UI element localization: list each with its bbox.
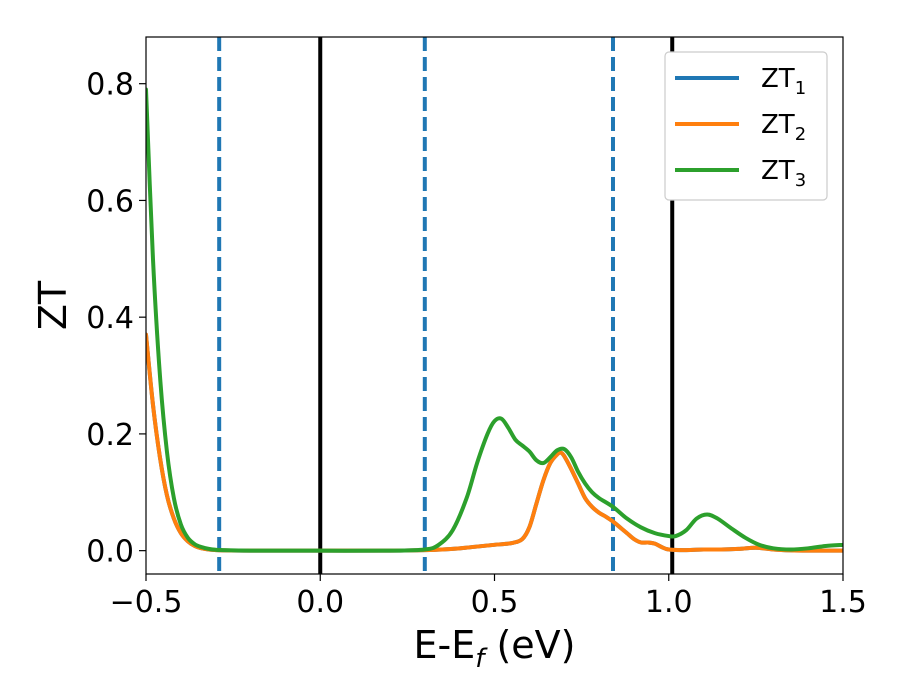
x-tick-label: 0.0 xyxy=(296,585,344,620)
series-line-zt1 xyxy=(146,332,843,553)
x-tick-label: −0.5 xyxy=(110,585,183,620)
legend: ZT1 ZT2 ZT3 xyxy=(664,51,828,201)
y-tick-label: 0.6 xyxy=(86,184,134,219)
y-tick-label: 0.2 xyxy=(86,418,134,453)
x-axis-title: E-Ef (eV) xyxy=(414,623,576,674)
series-line-zt3 xyxy=(146,87,843,553)
y-tick-label: 0.0 xyxy=(86,535,134,570)
y-tick-label: 0.4 xyxy=(86,301,134,336)
y-axis-title: ZT xyxy=(31,280,75,330)
x-axis-title-main: E-E xyxy=(414,623,476,667)
y-tick-label: 0.8 xyxy=(86,68,134,103)
series-line-zt2 xyxy=(146,332,843,553)
x-axis-title-unit: (eV) xyxy=(484,623,575,667)
x-tick-label: 1.5 xyxy=(819,585,867,620)
legend-label-zt1: ZT1 xyxy=(761,64,806,99)
x-tick-label: 1.0 xyxy=(645,585,693,620)
legend-label-zt2: ZT2 xyxy=(761,110,806,145)
legend-label-zt3: ZT3 xyxy=(761,156,806,191)
x-tick-label: 0.5 xyxy=(471,585,519,620)
legend-box xyxy=(664,51,828,201)
